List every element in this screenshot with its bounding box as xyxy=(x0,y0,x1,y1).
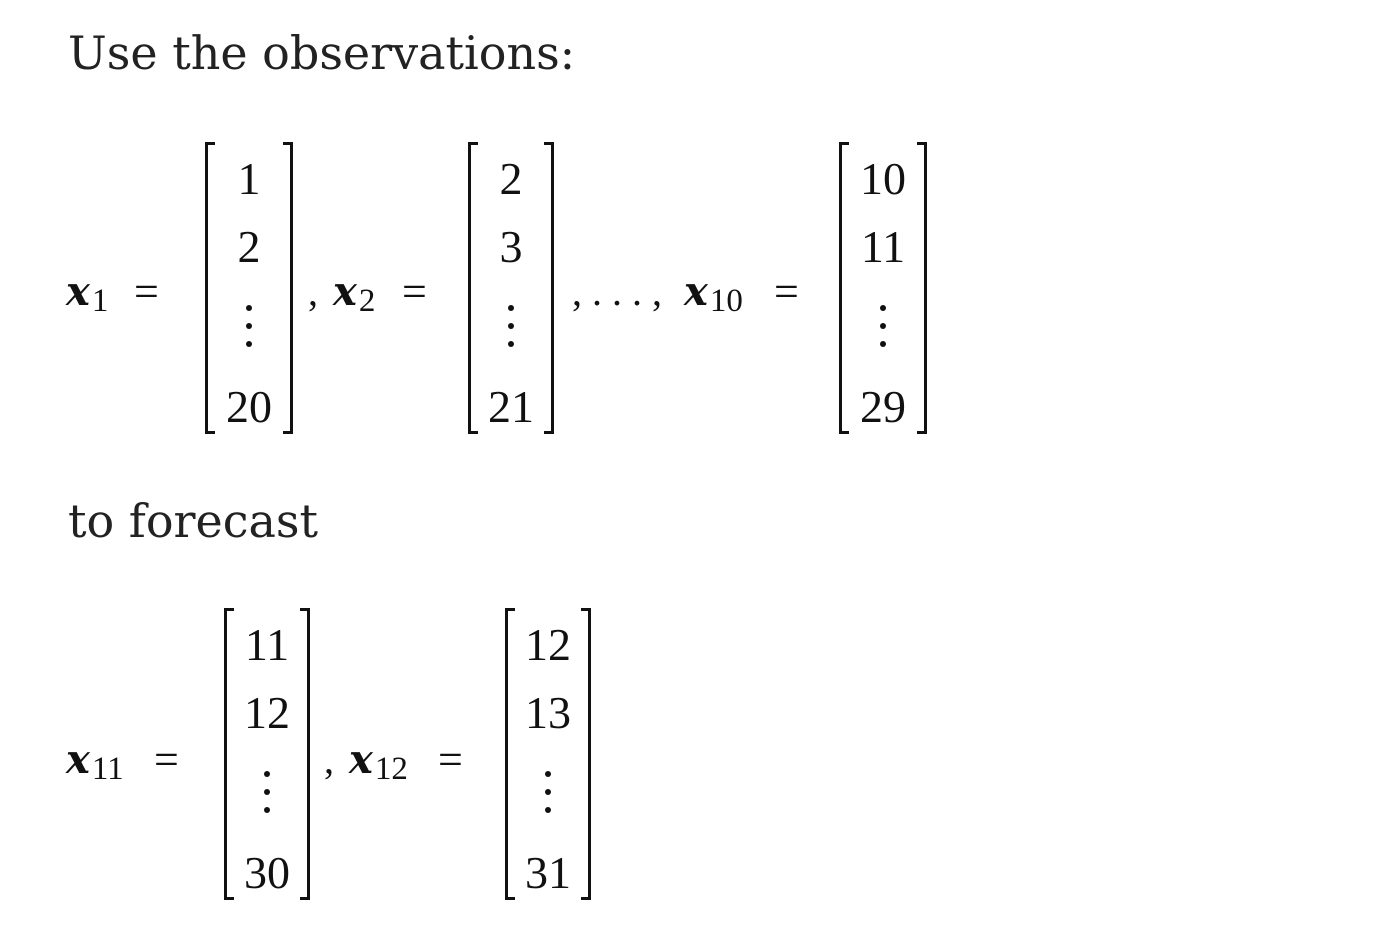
variable-x1: x1 xyxy=(66,268,109,319)
matrix-cell: 3 xyxy=(499,221,523,272)
matrix-cell: 2 xyxy=(237,221,261,272)
comma: , xyxy=(324,737,334,782)
matrix-x10: 10 11 29 xyxy=(839,142,927,434)
ellipsis: , . . . , xyxy=(572,269,662,314)
matrix-x11: 11 12 30 xyxy=(224,608,310,900)
matrix-cell: 30 xyxy=(244,847,290,898)
vertical-ellipsis xyxy=(264,771,270,825)
equals-sign: = xyxy=(402,267,427,316)
vertical-ellipsis xyxy=(880,305,886,359)
matrix-cell: 2 xyxy=(499,153,523,204)
matrix-cell: 11 xyxy=(860,221,906,272)
matrix-cell: 20 xyxy=(226,381,272,432)
matrix-cell: 21 xyxy=(488,381,534,432)
variable-x10: x10 xyxy=(684,268,743,319)
intro-text: Use the observations: xyxy=(68,26,576,80)
matrix-cell: 11 xyxy=(244,619,290,670)
equals-sign: = xyxy=(438,735,463,784)
equals-sign: = xyxy=(154,735,179,784)
matrix-cell: 1 xyxy=(237,153,261,204)
matrix-x1: 1 2 2 20 xyxy=(205,142,293,434)
matrix-x12: 12 13 31 xyxy=(505,608,591,900)
variable-x12: x12 xyxy=(349,736,408,787)
matrix-cell: 29 xyxy=(860,381,906,432)
matrix-cell: 12 xyxy=(525,619,571,670)
variable-x11: x11 xyxy=(66,736,124,787)
matrix-x2: 2 3 21 xyxy=(468,142,554,434)
variable-x2: x2 xyxy=(333,268,376,319)
matrix-cell: 31 xyxy=(525,847,571,898)
vertical-ellipsis xyxy=(508,305,514,359)
middle-text: to forecast xyxy=(68,494,319,548)
matrix-cell: 12 xyxy=(244,687,290,738)
comma: , xyxy=(308,269,318,314)
matrix-cell: 13 xyxy=(525,687,571,738)
equals-sign: = xyxy=(134,267,159,316)
vertical-ellipsis xyxy=(246,305,252,359)
matrix-cell: 10 xyxy=(860,153,906,204)
vertical-ellipsis xyxy=(545,771,551,825)
equals-sign: = xyxy=(774,267,799,316)
